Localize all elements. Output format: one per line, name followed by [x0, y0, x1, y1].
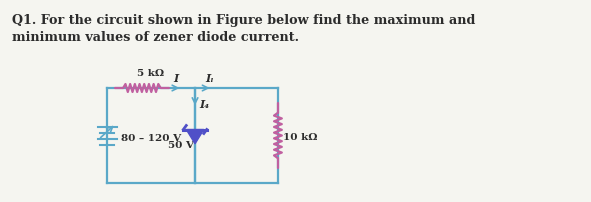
Text: 80 – 120 V: 80 – 120 V: [121, 134, 181, 143]
Text: 10 kΩ: 10 kΩ: [283, 133, 317, 142]
Text: I₄: I₄: [199, 100, 209, 110]
Polygon shape: [186, 129, 204, 144]
Text: Iₗ: Iₗ: [205, 73, 213, 83]
Text: I: I: [174, 73, 179, 83]
Text: Q1. For the circuit shown in Figure below find the maximum and: Q1. For the circuit shown in Figure belo…: [12, 14, 475, 27]
Text: 5 kΩ: 5 kΩ: [137, 69, 164, 79]
Text: 50 V: 50 V: [168, 141, 194, 150]
Text: minimum values of zener diode current.: minimum values of zener diode current.: [12, 31, 298, 44]
